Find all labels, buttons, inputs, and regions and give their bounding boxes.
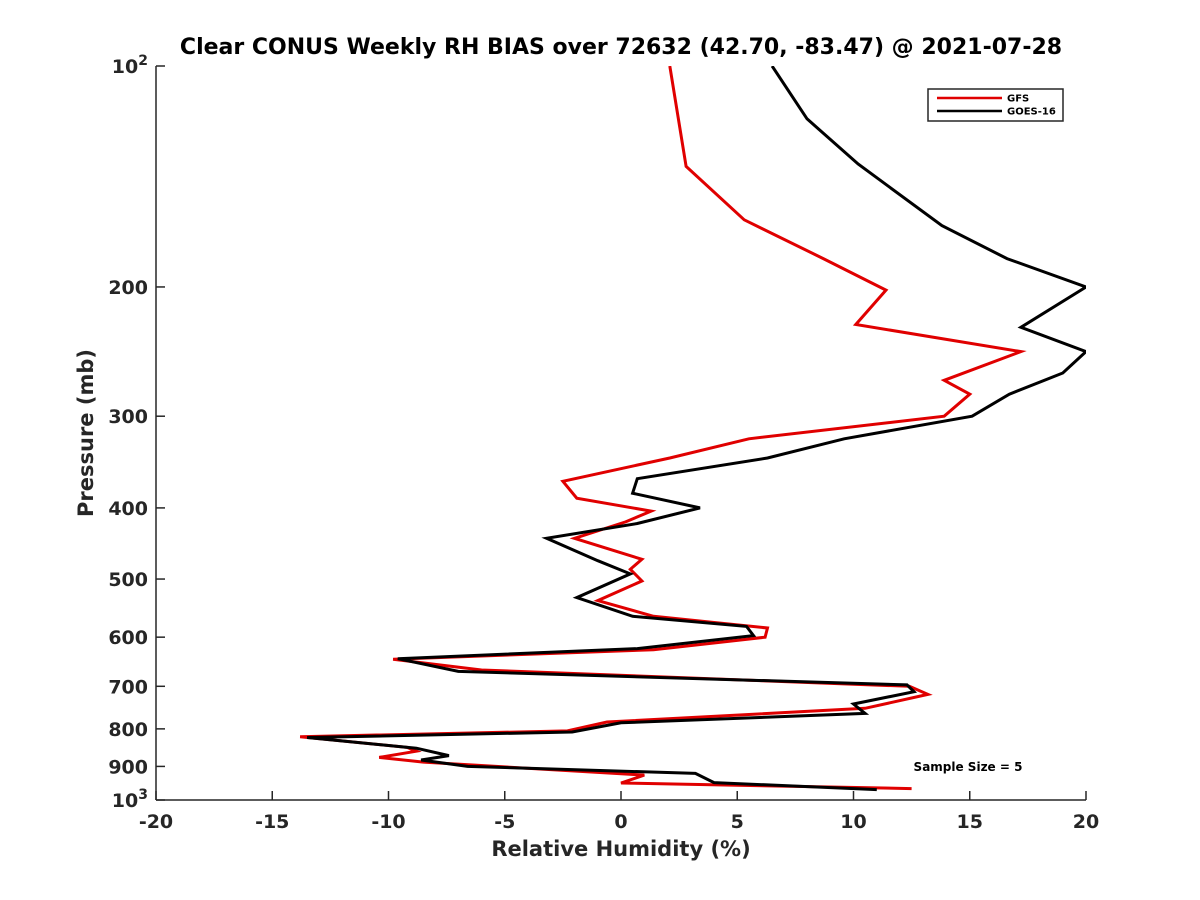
- series-layer: [299, 66, 1086, 792]
- chart-title: Clear CONUS Weekly RH BIAS over 72632 (4…: [180, 35, 1062, 60]
- series-line-goes-16: [306, 66, 1086, 792]
- y-tick-label-power: 103: [112, 787, 148, 812]
- x-tick-label: 20: [1073, 811, 1099, 833]
- y-tick-label: 900: [108, 756, 148, 778]
- x-tick-label: 10: [840, 811, 866, 833]
- y-axis-title: Pressure (mb): [74, 349, 98, 517]
- y-tick-label: 600: [108, 627, 148, 649]
- x-tick-label: 0: [614, 811, 627, 833]
- y-tick-label-power: 102: [112, 53, 148, 78]
- x-axis-ticks: -20 -15 -10 -5 0 5 10 15 20: [139, 791, 1099, 833]
- legend: GFS GOES-16: [927, 88, 1064, 122]
- legend-box: [927, 88, 1064, 122]
- x-tick-label: 15: [957, 811, 983, 833]
- legend-label-goes-16: GOES-16: [1007, 107, 1056, 118]
- y-tick-label: 700: [108, 676, 148, 698]
- y-tick-label: 500: [108, 569, 148, 591]
- x-tick-label: -15: [255, 811, 289, 833]
- sample-size-annotation: Sample Size = 5: [914, 760, 1023, 774]
- y-tick-label: 400: [108, 498, 148, 520]
- x-tick-label: -10: [371, 811, 405, 833]
- y-tick-label: 800: [108, 719, 148, 741]
- legend-label-gfs: GFS: [1007, 94, 1029, 105]
- y-tick-label: 300: [108, 406, 148, 428]
- y-tick-label: 200: [108, 277, 148, 299]
- x-axis-title: Relative Humidity (%): [491, 837, 750, 861]
- x-tick-label: 5: [731, 811, 744, 833]
- x-tick-label: -20: [139, 811, 173, 833]
- x-tick-label: -5: [494, 811, 515, 833]
- y-axis-ticks: 102 200 300 400 500 600 700 800 900 103: [108, 53, 165, 812]
